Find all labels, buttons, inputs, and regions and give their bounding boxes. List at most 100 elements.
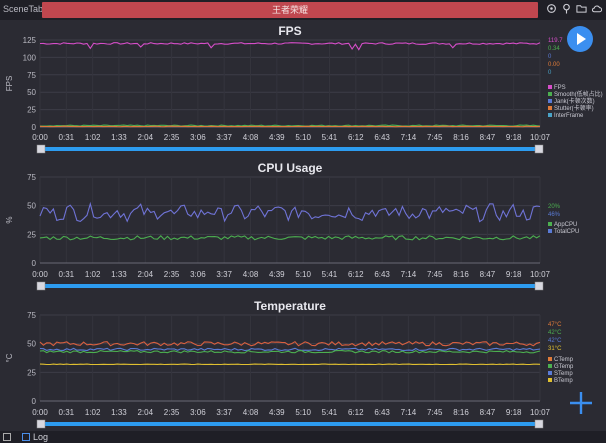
x-tick-label: 8:16	[453, 270, 469, 279]
location-icon[interactable]	[546, 3, 557, 14]
y-tick-label: 75	[27, 311, 36, 320]
x-tick-label: 1:33	[111, 133, 127, 142]
x-tick-label: 0:00	[32, 270, 48, 279]
legend-swatch	[548, 371, 552, 375]
x-tick-label: 3:06	[190, 133, 206, 142]
x-tick-label: 7:45	[427, 133, 443, 142]
x-tick-label: 8:16	[453, 408, 469, 417]
y-tick-label: 50	[27, 202, 36, 211]
legend-swatch	[548, 99, 552, 103]
x-tick-label: 2:04	[137, 133, 153, 142]
x-tick-label: 3:37	[216, 270, 232, 279]
collapse-dropdown[interactable]	[3, 433, 11, 441]
current-value-label: 31°C	[548, 346, 562, 352]
range-slider-handle-right[interactable]	[534, 419, 544, 429]
y-axis-label: FPS	[5, 76, 14, 92]
current-value-label: 42°C	[548, 330, 562, 336]
x-tick-label: 10:07	[530, 408, 551, 417]
series-line	[39, 340, 541, 347]
y-tick-label: 25	[27, 230, 36, 239]
x-tick-label: 5:10	[295, 270, 311, 279]
x-tick-label: 5:10	[295, 408, 311, 417]
toolbar-icons	[546, 3, 602, 14]
range-slider-handle-left[interactable]	[36, 419, 46, 429]
play-button[interactable]	[567, 26, 593, 52]
legend-swatch	[548, 106, 552, 110]
x-tick-label: 0:31	[59, 133, 75, 142]
y-tick-label: 100	[23, 53, 37, 62]
current-value-label: 0	[548, 70, 552, 76]
legend-swatch	[548, 113, 552, 117]
y-tick-label: 25	[27, 106, 36, 115]
legend-swatch	[548, 85, 552, 89]
x-tick-label: 3:37	[216, 133, 232, 142]
legend-entry: FPS	[554, 85, 566, 91]
x-tick-label: 10:07	[530, 270, 551, 279]
pin-icon[interactable]	[561, 3, 572, 14]
x-tick-label: 6:12	[348, 133, 364, 142]
current-value-label: 42°C	[548, 338, 562, 344]
x-tick-label: 6:43	[374, 270, 390, 279]
legend-swatch	[548, 378, 552, 382]
chart-title: Temperature	[254, 299, 326, 313]
y-tick-label: 75	[27, 71, 36, 80]
series-line	[39, 235, 541, 241]
log-label: Log	[33, 432, 49, 442]
x-tick-label: 10:07	[530, 133, 551, 142]
legend-entry: STemp	[554, 371, 573, 377]
series-line	[39, 201, 541, 223]
add-button[interactable]	[568, 390, 594, 416]
game-title-bar[interactable]: 王者荣耀	[42, 2, 538, 18]
x-tick-label: 2:35	[164, 270, 180, 279]
range-slider-handle-right[interactable]	[534, 281, 544, 291]
legend-swatch	[548, 222, 552, 226]
y-tick-label: 125	[23, 36, 37, 45]
x-tick-label: 2:35	[164, 133, 180, 142]
folder-icon[interactable]	[576, 3, 587, 14]
y-tick-label: 50	[27, 340, 36, 349]
x-tick-label: 7:14	[401, 133, 417, 142]
x-tick-label: 2:04	[137, 408, 153, 417]
bottom-bar: Log	[0, 431, 606, 443]
x-tick-label: 3:06	[190, 408, 206, 417]
x-tick-label: 5:41	[322, 270, 338, 279]
current-value-label: 20%	[548, 204, 561, 210]
play-icon	[577, 33, 586, 45]
cloud-icon[interactable]	[591, 3, 602, 14]
legend-entry: Jank(卡顿次数)	[554, 97, 595, 105]
legend-swatch	[548, 92, 552, 96]
y-tick-label: 0	[32, 123, 37, 132]
x-tick-label: 3:37	[216, 408, 232, 417]
x-tick-label: 6:43	[374, 133, 390, 142]
legend-entry: GTemp	[554, 364, 574, 370]
x-tick-label: 6:12	[348, 408, 364, 417]
current-value-label: 47°C	[548, 322, 562, 328]
legend-swatch	[548, 357, 552, 361]
plus-icon	[570, 392, 592, 414]
x-tick-label: 0:31	[59, 408, 75, 417]
range-slider-handle-left[interactable]	[36, 144, 46, 154]
x-tick-label: 4:08	[243, 270, 259, 279]
chart-title: FPS	[278, 24, 301, 38]
x-tick-label: 2:35	[164, 408, 180, 417]
range-slider-handle-right[interactable]	[534, 144, 544, 154]
series-line	[39, 349, 541, 354]
y-axis-label: °C	[5, 353, 14, 362]
range-slider-handle-left[interactable]	[36, 281, 46, 291]
log-checkbox[interactable]	[22, 433, 30, 441]
x-tick-label: 1:33	[111, 408, 127, 417]
x-tick-label: 7:45	[427, 270, 443, 279]
legend-entry: TotalCPU	[554, 229, 579, 235]
legend-entry: CTemp	[554, 357, 574, 363]
x-tick-label: 1:02	[85, 270, 101, 279]
app-name: SceneTab	[3, 4, 44, 14]
x-tick-label: 4:39	[269, 408, 285, 417]
x-tick-label: 1:33	[111, 270, 127, 279]
x-tick-label: 6:12	[348, 270, 364, 279]
x-tick-label: 8:47	[480, 270, 496, 279]
x-tick-label: 8:47	[480, 133, 496, 142]
y-axis-label: %	[5, 216, 14, 223]
current-value-label: 46%	[548, 212, 561, 218]
top-bar: SceneTab 王者荣耀	[0, 0, 606, 20]
legend-swatch	[548, 364, 552, 368]
